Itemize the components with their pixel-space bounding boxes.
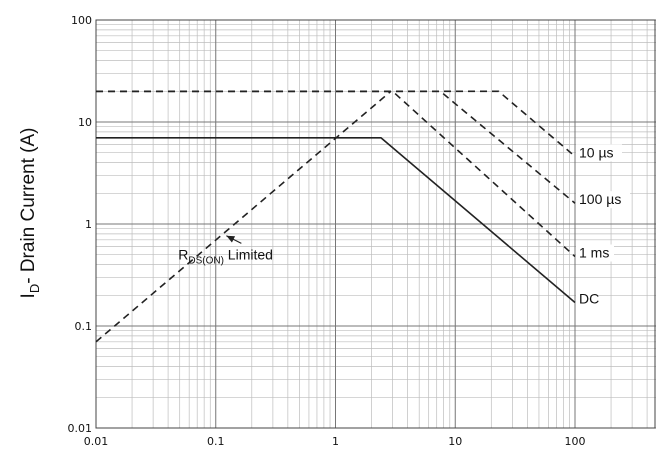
x-tick-label: 0.1: [207, 435, 225, 448]
y-axis-label: ID- Drain Current (A): [18, 128, 42, 299]
x-tick-label: 10: [448, 435, 462, 448]
annotation-bg: [576, 290, 599, 308]
annotation-label-10us: 10 µs: [579, 144, 614, 160]
series-line-4: [95, 90, 392, 343]
annotation-rds-on-limited: RDS(ON) Limited: [178, 246, 273, 266]
annotation-rds-rest: Limited: [224, 246, 273, 262]
annotation-rds-main: R: [178, 246, 188, 262]
x-tick-label: 0.01: [84, 435, 109, 448]
annotation-label-1ms: 1 ms: [579, 245, 609, 261]
y-axis-label-main: I: [18, 293, 39, 298]
annotation-label-100us: 100 µs: [579, 191, 621, 207]
x-tick-label: 1: [332, 435, 339, 448]
y-axis-label-rest: - Drain Current (A): [18, 128, 39, 284]
annotation-label-dc: DC: [579, 290, 599, 306]
y-tick-label: 0.1: [75, 320, 93, 333]
annotation-bg: [576, 144, 623, 162]
x-tick-label: 100: [565, 435, 586, 448]
annotation-group: 10 µs 100 µs 1 ms DC RDS(ON) Limited: [178, 144, 631, 308]
y-tick-label: 100: [71, 14, 92, 27]
y-tick-label: 1: [85, 218, 92, 231]
annotation-bg: [576, 191, 631, 209]
series-line-2: [96, 90, 576, 258]
tick-labels: 0.01 0.1 1 10 100 100 10 1 0.1 0.01: [68, 14, 586, 448]
y-axis-label-subscript: D: [27, 284, 42, 293]
series-group: [95, 90, 576, 343]
y-tick-label: 0.01: [68, 422, 93, 435]
plot-frame: [95, 19, 656, 429]
y-tick-label: 10: [78, 116, 92, 129]
annotation-bg: [576, 244, 615, 262]
annotation-arrowhead: [226, 235, 236, 243]
annotation-rds-subscript: DS(ON): [188, 255, 224, 266]
series-line-3: [96, 137, 576, 304]
